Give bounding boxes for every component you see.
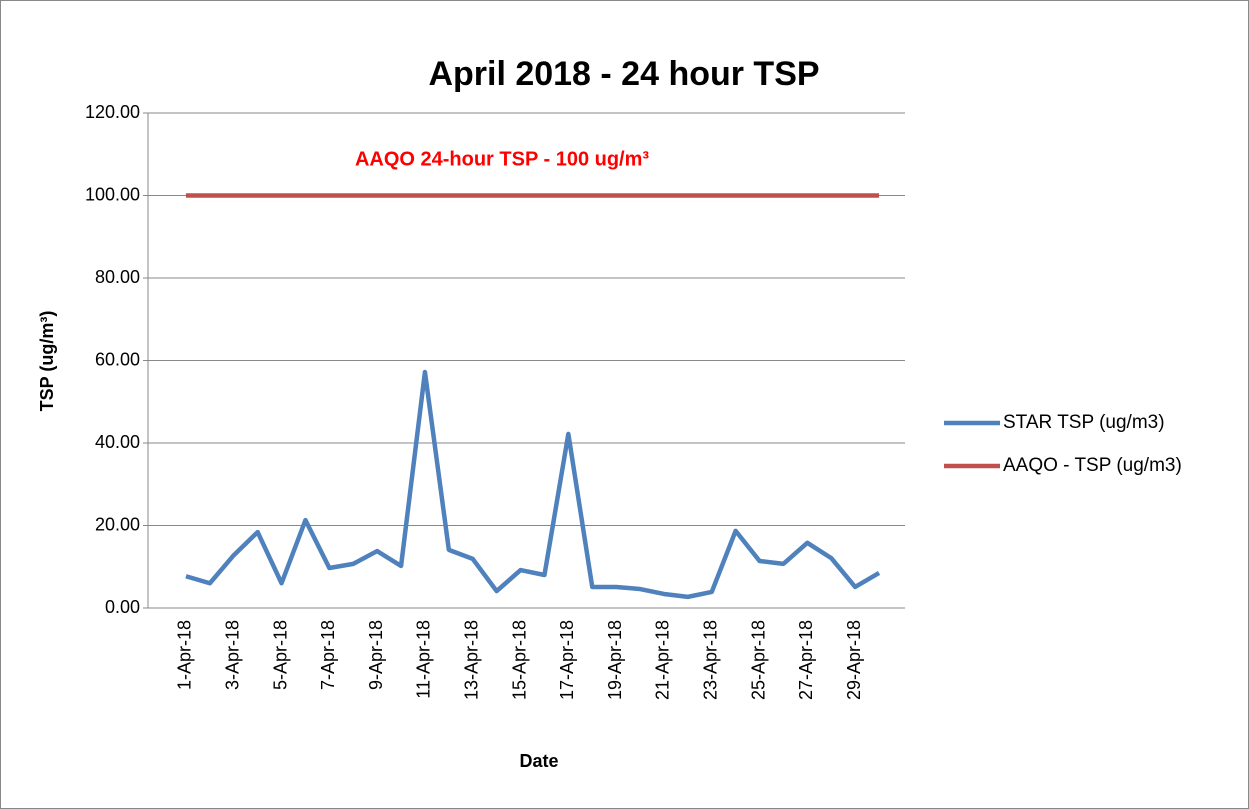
data-line [185,369,881,600]
legend-label: AAQO - TSP (ug/m3) [1003,455,1182,476]
x-axis-title: Date [519,751,558,771]
x-tick-label: 9-Apr-18 [366,620,386,690]
x-tick-label: 11-Apr-18 [414,620,434,699]
x-tick-label: 13-Apr-18 [462,620,482,700]
y-tick-label: 80.00 [95,267,140,287]
x-tick-label: 27-Apr-18 [796,620,816,700]
x-tick-label: 7-Apr-18 [318,620,338,690]
x-tick-label: 29-Apr-18 [844,620,864,700]
annotation: AAQO 24-hour TSP - 100 ug/m³ [355,148,649,170]
y-tick-label: 0.00 [105,597,140,617]
x-tick-label: 25-Apr-18 [748,620,768,700]
x-tick-label: 17-Apr-18 [557,620,577,700]
x-tick-label: 21-Apr-18 [653,620,673,700]
y-tick-label: 60.00 [95,349,140,369]
y-tick-label: 20.00 [95,514,140,534]
x-tick-label: 3-Apr-18 [223,620,243,690]
chart-title: April 2018 - 24 hour TSP [428,55,819,93]
x-tick-label: 23-Apr-18 [701,620,721,700]
legend-label: STAR TSP (ug/m3) [1003,412,1165,433]
y-tick-label: 40.00 [95,432,140,452]
y-tick-label: 100.00 [85,184,140,204]
x-tick-label: 5-Apr-18 [270,620,290,690]
x-tick-label: 19-Apr-18 [605,620,625,700]
y-axis-title: TSP (ug/m³) [37,311,57,412]
y-tick-label: 120.00 [85,102,140,122]
x-tick-label: 15-Apr-18 [509,620,529,700]
x-tick-label: 1-Apr-18 [175,620,195,690]
